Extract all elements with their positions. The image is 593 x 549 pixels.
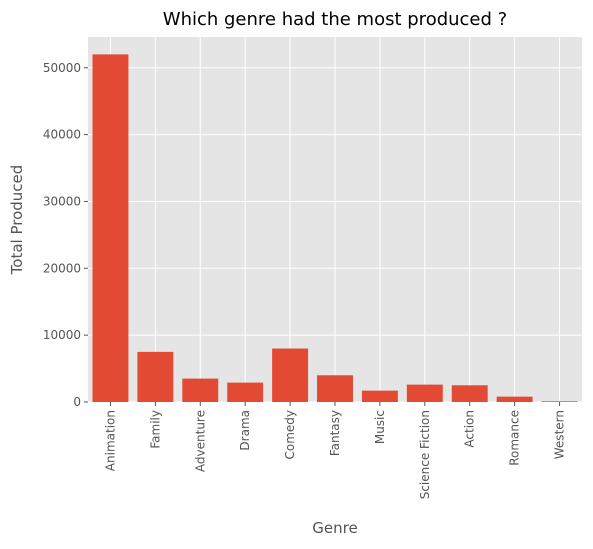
x-tick-label: Fantasy <box>328 410 342 456</box>
y-tick-label: 50000 <box>43 61 81 75</box>
x-tick-label: Animation <box>103 410 117 471</box>
grid-lines <box>88 37 582 403</box>
y-axis-ticks: 0 10000 20000 30000 40000 50000 <box>43 61 88 409</box>
y-tick-label: 30000 <box>43 194 81 208</box>
bar-science-fiction <box>406 384 443 402</box>
x-tick-label: Drama <box>238 410 252 451</box>
y-axis-label: Total Produced <box>8 165 26 276</box>
y-tick-label: 40000 <box>43 128 81 142</box>
x-tick-label: Family <box>148 410 162 449</box>
x-tick-label: Comedy <box>283 410 297 460</box>
bar-western <box>541 401 578 402</box>
x-tick-label: Music <box>373 410 387 444</box>
x-tick-label: Western <box>553 410 567 459</box>
x-tick-label: Adventure <box>193 410 207 472</box>
bars <box>92 54 578 402</box>
bar-adventure <box>182 378 219 402</box>
chart-title: Which genre had the most produced ? <box>163 9 507 30</box>
bar-romance <box>496 396 533 402</box>
y-tick-label: 0 <box>73 395 81 409</box>
x-tick-label: Science Fiction <box>418 410 432 499</box>
x-axis-label: Genre <box>312 519 357 537</box>
bar-drama <box>227 382 264 402</box>
bar-fantasy <box>317 375 353 402</box>
x-tick-label: Action <box>463 410 477 448</box>
bar-comedy <box>272 348 309 402</box>
x-axis-ticks: Animation Family Adventure Drama Comedy Fanta… <box>103 402 567 499</box>
bar-action <box>451 385 488 402</box>
bar-music <box>361 390 398 402</box>
bar-family <box>137 351 174 402</box>
y-tick-label: 20000 <box>43 261 81 275</box>
bar-animation <box>92 54 129 402</box>
x-tick-label: Romance <box>508 410 522 466</box>
y-tick-label: 10000 <box>43 328 81 342</box>
